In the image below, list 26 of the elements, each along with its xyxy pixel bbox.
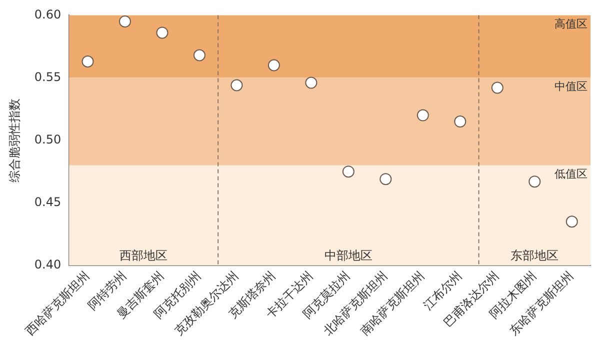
point bbox=[118, 15, 131, 28]
point bbox=[342, 166, 354, 178]
annotation: 东部地区 bbox=[510, 248, 559, 263]
point bbox=[82, 55, 94, 68]
y-tick-label: 0.55 bbox=[34, 70, 62, 84]
band-label: 高值区 bbox=[554, 18, 588, 31]
y-axis-title: 综合脆弱性指数 bbox=[7, 98, 22, 182]
point bbox=[491, 82, 504, 94]
y-tick-label: 0.40 bbox=[34, 258, 62, 272]
point bbox=[156, 26, 168, 39]
point bbox=[305, 76, 318, 89]
point bbox=[566, 216, 578, 228]
y-tick-label: 0.45 bbox=[34, 194, 62, 209]
point bbox=[454, 116, 466, 128]
point bbox=[268, 59, 280, 72]
point bbox=[380, 173, 392, 186]
annotation: 西部地区 bbox=[120, 248, 168, 263]
point bbox=[416, 109, 429, 122]
point bbox=[528, 176, 541, 188]
point bbox=[230, 79, 243, 92]
annotation: 中部地区 bbox=[324, 248, 372, 263]
band-label: 中值区 bbox=[554, 80, 588, 94]
point bbox=[193, 49, 206, 62]
y-tick-label: 0.50 bbox=[34, 132, 62, 146]
band-label: 低值区 bbox=[554, 168, 588, 181]
y-tick-label: 0.60 bbox=[34, 7, 62, 22]
